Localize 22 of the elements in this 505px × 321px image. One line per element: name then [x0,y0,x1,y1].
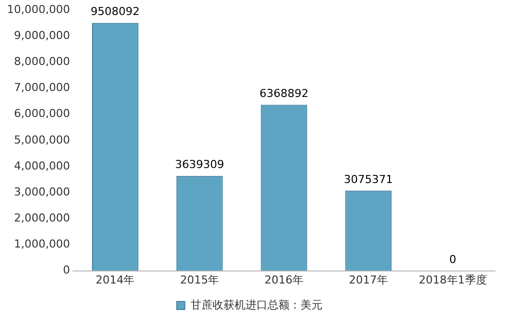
y-tick-label: 7,000,000 [14,81,70,94]
y-tick-label: 6,000,000 [14,107,70,120]
y-tick-label: 1,000,000 [14,238,70,251]
y-tick-label: 3,000,000 [14,185,70,198]
y-tick-label: 10,000,000 [6,2,70,16]
y-tick-label: 5,000,000 [14,133,70,146]
x-tick-label: 2015年 [180,273,220,286]
y-tick-label: 8,000,000 [14,55,70,68]
data-label: 3075371 [344,172,393,186]
y-tick-label: 4,000,000 [14,159,70,172]
x-tick-label: 2017年 [348,273,388,286]
x-tick-label: 2014年 [96,273,135,286]
x-tick-label: 2016年 [264,273,304,286]
data-label: 3639309 [175,158,224,172]
data-label: 6368892 [259,87,308,100]
y-tick-label: 9,000,000 [14,28,70,42]
data-label: 0 [449,253,456,266]
y-tick-label: 2,000,000 [14,212,70,224]
legend-label: 甘蔗收获机进口总额：美元 [190,298,322,312]
x-tick-label: 2018年1季度 [418,273,487,286]
data-label: 9508092 [90,5,140,18]
y-tick-label: 0 [62,264,70,277]
